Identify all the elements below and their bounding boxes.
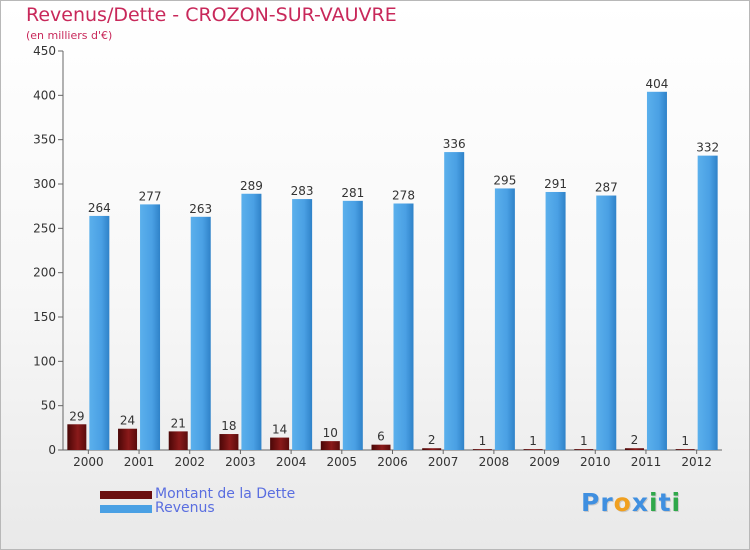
x-tick-label: 2006	[377, 455, 408, 469]
x-tick-label: 2010	[580, 455, 611, 469]
y-tick-label: 300	[33, 177, 56, 191]
bar-revenus	[292, 199, 313, 450]
bar-revenus	[545, 191, 566, 451]
x-tick-label: 2012	[681, 455, 712, 469]
bar-debt	[67, 424, 87, 450]
data-label-debt: 2	[428, 433, 436, 447]
bar-revenus	[342, 200, 363, 450]
bar-debt	[422, 448, 442, 450]
bar-revenus	[89, 215, 110, 450]
data-label-debt: 6	[377, 430, 385, 444]
bar-debt	[675, 449, 695, 450]
logo-letter: i	[649, 488, 659, 517]
logo-letter: o	[613, 488, 632, 517]
bar-debt	[574, 449, 594, 450]
data-label-debt: 1	[580, 434, 588, 448]
bar-revenus	[393, 203, 414, 450]
data-label-debt: 18	[221, 419, 236, 433]
data-label-revenus: 277	[139, 189, 162, 203]
legend-swatch-revenus	[100, 505, 152, 513]
labels: 2926424277212631828914283102816278233612…	[69, 77, 719, 448]
proxiti-logo: Proxiti	[581, 488, 681, 517]
y-tick-label: 0	[48, 443, 56, 457]
bar-revenus	[596, 195, 617, 450]
bar-debt	[118, 428, 138, 450]
legend-swatch-debt	[100, 491, 152, 499]
bar-debt	[624, 448, 644, 450]
x-tick-label: 2001	[124, 455, 155, 469]
bar-revenus	[190, 216, 211, 450]
logo-letter: t	[658, 488, 672, 517]
y-tick-label: 450	[33, 44, 56, 58]
data-label-debt: 2	[631, 433, 639, 447]
bar-revenus	[444, 152, 465, 450]
logo-letter: P	[581, 488, 601, 517]
data-label-revenus: 281	[341, 186, 364, 200]
bar-revenus	[241, 193, 262, 450]
y-tick-label: 200	[33, 266, 56, 280]
data-label-debt: 1	[529, 434, 537, 448]
bar-revenus	[494, 188, 515, 450]
bars	[67, 91, 718, 451]
x-tick-label: 2002	[174, 455, 205, 469]
data-label-revenus: 404	[646, 77, 669, 91]
data-label-debt: 10	[323, 426, 338, 440]
bar-revenus	[140, 204, 161, 450]
chart-subtitle: (en milliers d'€)	[26, 29, 113, 42]
data-label-revenus: 295	[493, 173, 516, 187]
chart-title: Revenus/Dette - CROZON-SUR-VAUVRE	[26, 4, 397, 26]
logo-letter: r	[600, 488, 614, 517]
data-label-debt: 21	[171, 416, 186, 430]
y-tick-label: 150	[33, 310, 56, 324]
bar-debt	[168, 431, 188, 450]
y-tick-label: 400	[33, 88, 56, 102]
data-label-debt: 29	[69, 409, 84, 423]
x-tick-label: 2009	[529, 455, 560, 469]
y-tick-label: 100	[33, 354, 56, 368]
data-label-debt: 14	[272, 423, 287, 437]
data-label-revenus: 283	[291, 184, 314, 198]
y-tick-label: 350	[33, 133, 56, 147]
x-tick-label: 2008	[479, 455, 510, 469]
data-label-revenus: 332	[696, 141, 719, 155]
data-label-revenus: 263	[189, 202, 212, 216]
x-tick-label: 2004	[276, 455, 307, 469]
data-label-revenus: 278	[392, 189, 415, 203]
legend-label-debt: Montant de la Dette	[155, 486, 296, 502]
bar-debt	[219, 434, 239, 450]
data-label-revenus: 264	[88, 201, 111, 215]
bar-debt	[472, 449, 492, 450]
data-label-debt: 1	[479, 434, 487, 448]
data-label-revenus: 336	[443, 137, 466, 151]
logo-letter: x	[631, 488, 649, 517]
x-tick-label: 2005	[327, 455, 358, 469]
x-tick-label: 2011	[631, 455, 662, 469]
x-tick-label: 2003	[225, 455, 256, 469]
legend-label-revenus: Revenus	[155, 500, 215, 516]
bar-debt	[371, 444, 391, 450]
y-tick-label: 50	[41, 399, 56, 413]
data-label-revenus: 291	[544, 177, 567, 191]
bar-debt	[523, 449, 543, 450]
data-label-revenus: 289	[240, 179, 263, 193]
x-tick-label: 2007	[428, 455, 459, 469]
logo-letter: i	[671, 488, 682, 517]
x-tick-label: 2000	[73, 455, 104, 469]
data-label-revenus: 287	[595, 181, 618, 195]
axes: 0 50 100 150 200 250 300 350 400 450 2000 2001 2002 2…	[33, 44, 722, 469]
y-tick-label: 250	[33, 221, 56, 235]
bar-revenus	[697, 155, 718, 451]
data-label-debt: 1	[681, 434, 689, 448]
data-label-debt: 24	[120, 414, 135, 428]
bar-debt	[270, 437, 290, 450]
bar-debt	[320, 441, 340, 450]
bar-revenus	[646, 91, 667, 450]
